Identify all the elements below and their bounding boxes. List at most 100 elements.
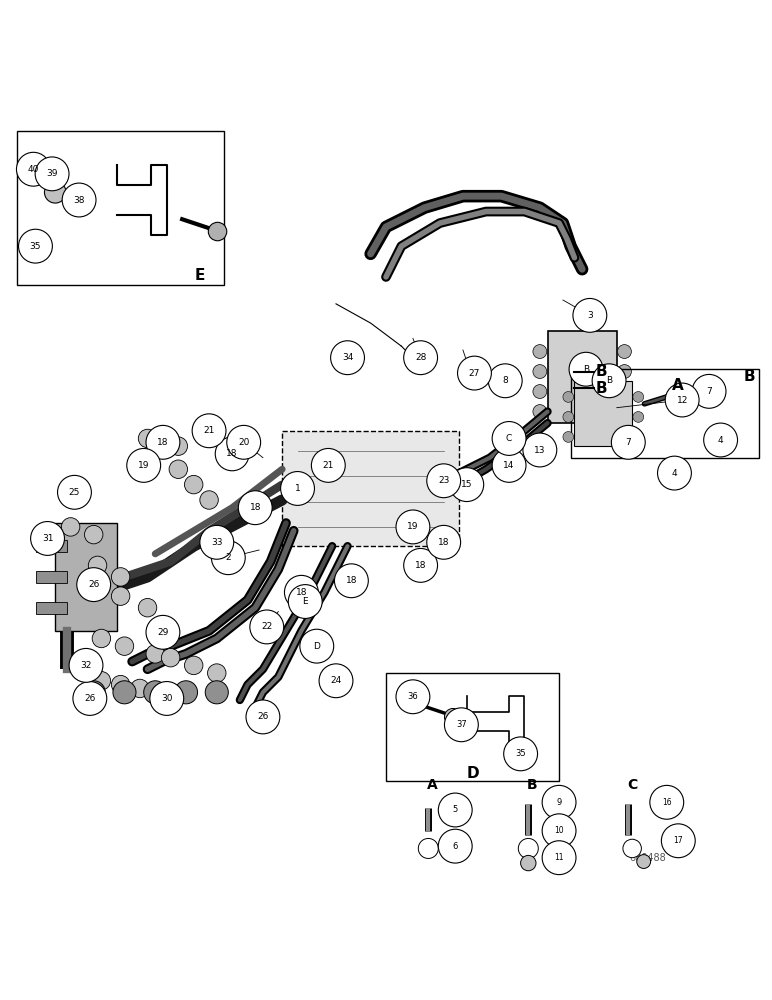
Text: B: B: [606, 376, 612, 385]
Text: 19: 19: [138, 461, 150, 470]
Circle shape: [418, 838, 438, 858]
Circle shape: [62, 518, 80, 536]
Circle shape: [76, 568, 110, 602]
Text: D: D: [313, 642, 320, 651]
Text: 1: 1: [295, 484, 300, 493]
Text: 39: 39: [46, 169, 58, 178]
Text: 26: 26: [88, 580, 100, 589]
Circle shape: [704, 423, 737, 457]
Circle shape: [73, 682, 107, 715]
Circle shape: [520, 855, 536, 871]
Text: 26: 26: [84, 694, 96, 703]
Circle shape: [404, 548, 438, 582]
Circle shape: [311, 448, 345, 482]
Circle shape: [174, 681, 198, 704]
Text: B: B: [743, 369, 755, 384]
Circle shape: [88, 556, 107, 575]
Circle shape: [58, 475, 91, 509]
Circle shape: [563, 392, 574, 402]
Circle shape: [36, 157, 69, 191]
Circle shape: [192, 414, 226, 448]
Circle shape: [633, 432, 644, 442]
Circle shape: [633, 392, 644, 402]
Circle shape: [518, 838, 538, 858]
Text: D: D: [466, 766, 479, 781]
Circle shape: [239, 491, 273, 525]
Text: 30: 30: [161, 694, 172, 703]
Circle shape: [396, 510, 430, 544]
Circle shape: [618, 345, 631, 358]
Text: 680488: 680488: [629, 853, 666, 863]
Circle shape: [489, 364, 522, 398]
Circle shape: [69, 648, 103, 682]
Bar: [56, 523, 117, 631]
Circle shape: [618, 385, 631, 398]
Circle shape: [623, 839, 642, 858]
Circle shape: [618, 405, 631, 418]
Text: 38: 38: [73, 196, 85, 205]
Circle shape: [633, 412, 644, 422]
Text: A: A: [427, 778, 438, 792]
Circle shape: [563, 412, 574, 422]
Circle shape: [533, 345, 547, 358]
Circle shape: [200, 491, 218, 509]
Bar: [36, 571, 66, 583]
Text: B: B: [595, 364, 607, 379]
Text: 25: 25: [69, 488, 80, 497]
Circle shape: [300, 629, 334, 663]
Circle shape: [127, 448, 161, 482]
Circle shape: [146, 645, 164, 663]
Text: 21: 21: [203, 426, 215, 435]
Text: 4: 4: [672, 469, 677, 478]
Circle shape: [523, 433, 557, 467]
Text: 35: 35: [515, 749, 526, 758]
Circle shape: [154, 685, 172, 703]
Circle shape: [569, 352, 603, 386]
Circle shape: [573, 298, 607, 332]
Circle shape: [396, 680, 430, 714]
Circle shape: [113, 681, 136, 704]
Text: 40: 40: [28, 165, 39, 174]
Text: B: B: [527, 778, 537, 792]
Text: E: E: [195, 268, 205, 283]
Text: 37: 37: [456, 720, 467, 729]
Text: 34: 34: [342, 353, 354, 362]
Circle shape: [280, 472, 314, 505]
FancyBboxPatch shape: [282, 431, 459, 546]
Circle shape: [542, 785, 576, 819]
FancyBboxPatch shape: [574, 381, 632, 446]
Text: 7: 7: [706, 387, 712, 396]
Text: 20: 20: [238, 438, 249, 447]
Circle shape: [404, 341, 438, 375]
Circle shape: [533, 385, 547, 398]
Text: 15: 15: [461, 480, 472, 489]
Circle shape: [288, 585, 322, 618]
Circle shape: [319, 664, 353, 698]
Text: 18: 18: [346, 576, 357, 585]
Bar: [17, 131, 225, 285]
Text: 10: 10: [554, 826, 564, 835]
Text: 18: 18: [249, 503, 261, 512]
Circle shape: [146, 615, 180, 649]
Text: E: E: [303, 597, 308, 606]
Circle shape: [493, 448, 526, 482]
Text: 2: 2: [225, 553, 231, 562]
Text: B: B: [583, 365, 589, 374]
Text: 27: 27: [469, 369, 480, 378]
Text: 18: 18: [438, 538, 449, 547]
FancyBboxPatch shape: [547, 331, 617, 423]
Circle shape: [445, 708, 462, 725]
Circle shape: [427, 525, 461, 559]
Bar: [36, 602, 66, 614]
Text: 29: 29: [157, 628, 168, 637]
Circle shape: [150, 682, 184, 715]
Circle shape: [146, 425, 180, 459]
Text: B: B: [595, 381, 607, 396]
Text: 11: 11: [554, 853, 564, 862]
Circle shape: [503, 737, 537, 771]
Text: 9: 9: [557, 798, 562, 807]
Circle shape: [92, 672, 110, 690]
Circle shape: [284, 575, 318, 609]
Circle shape: [445, 708, 479, 742]
Text: 18: 18: [226, 449, 238, 458]
